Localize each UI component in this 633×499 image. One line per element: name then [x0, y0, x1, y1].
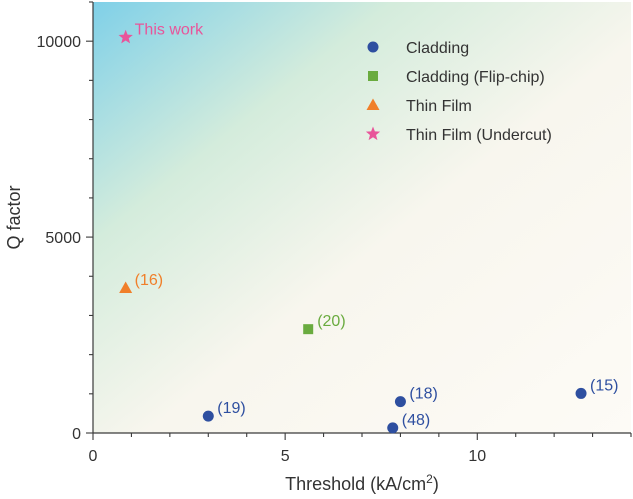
data-point-square — [303, 324, 314, 335]
data-label: (16) — [135, 272, 163, 289]
legend-label: Cladding (Flip-chip) — [406, 69, 545, 86]
legend-marker-star — [365, 126, 381, 141]
x-axis-title-main: Threshold (kA/cm — [285, 474, 426, 494]
legend-marker-circle — [367, 41, 379, 53]
data-label: (48) — [402, 412, 430, 429]
legend-label: Cladding — [406, 40, 469, 57]
data-point-star — [118, 29, 133, 44]
axes: 0 5 10 0 5000 10000 — [37, 1, 632, 465]
x-axis-title-superscript: 2 — [426, 472, 433, 486]
data-point-circle — [387, 422, 399, 434]
data-label: This work — [135, 21, 204, 38]
legend-marker-square — [368, 71, 378, 81]
data-label: (20) — [317, 313, 345, 330]
legend: Cladding Cladding (Flip-chip) Thin Film Thi… — [365, 40, 552, 144]
data-label: (19) — [217, 400, 245, 417]
plot-background — [93, 2, 631, 433]
data-point-circle — [202, 410, 214, 422]
y-tick-label: 0 — [72, 426, 81, 443]
data-point-circle — [575, 387, 587, 399]
x-tick-label: 5 — [281, 448, 290, 465]
legend-label: Thin Film (Undercut) — [406, 127, 552, 144]
legend-label: Thin Film — [406, 98, 472, 115]
x-axis-title-close: ) — [433, 474, 439, 494]
x-tick-label: 10 — [468, 448, 486, 465]
y-tick-label: 5000 — [45, 230, 81, 247]
data-point-circle — [394, 396, 406, 408]
data-points: (19) (48) (18) (15) (20) (16) This work — [118, 21, 618, 434]
x-tick-label: 0 — [89, 448, 98, 465]
data-label: (18) — [409, 386, 437, 403]
data-label: (15) — [590, 377, 618, 394]
y-tick-label: 10000 — [37, 34, 82, 51]
x-axis-title: Threshold (kA/cm2) — [285, 472, 439, 494]
legend-marker-triangle — [366, 98, 380, 110]
data-point-triangle — [119, 281, 133, 294]
y-axis-title: Q factor — [4, 185, 24, 249]
